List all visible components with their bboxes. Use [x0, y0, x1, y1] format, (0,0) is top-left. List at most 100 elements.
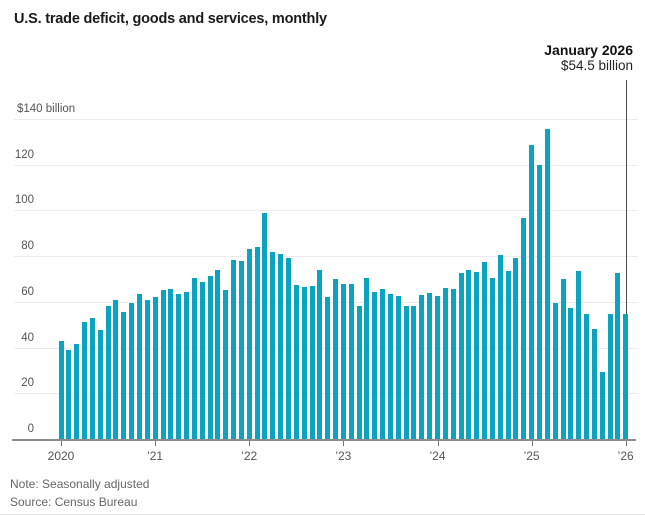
- bar-may-2025: [560, 279, 566, 439]
- gridline-140: [14, 119, 638, 120]
- bar-oct-2023: [411, 306, 417, 439]
- bar-jan-2023: [340, 283, 346, 439]
- x-axis-label-24: ’24: [429, 449, 446, 463]
- bar-apr-2022: [270, 251, 276, 439]
- x-tick-24: [437, 441, 439, 446]
- x-tick-21: [155, 441, 157, 446]
- bar-jun-2024: [474, 272, 480, 439]
- bar-jul-2023: [387, 293, 393, 439]
- bar-aug-2021: [207, 275, 213, 439]
- y-axis-label-100: 100: [14, 194, 34, 206]
- y-axis-label-40: 40: [21, 332, 34, 344]
- bar-feb-2020: [66, 349, 72, 439]
- bar-may-2024: [466, 269, 472, 439]
- bar-dec-2024: [521, 218, 527, 439]
- bar-dec-2023: [427, 292, 433, 439]
- bar-aug-2020: [113, 299, 119, 439]
- bar-jul-2020: [105, 306, 111, 439]
- chart-title: U.S. trade deficit, goods and services, …: [14, 11, 327, 27]
- bar-jan-2026: [623, 314, 629, 439]
- bar-jul-2025: [576, 271, 582, 439]
- bar-jun-2023: [380, 289, 386, 439]
- bar-jun-2025: [568, 307, 574, 439]
- y-axis-label-60: 60: [21, 286, 34, 298]
- bar-jul-2021: [199, 282, 205, 439]
- bar-sep-2021: [215, 269, 221, 439]
- bar-oct-2025: [599, 371, 605, 439]
- y-axis-label-top: $140 billion: [17, 103, 76, 115]
- x-tick-25: [531, 441, 533, 446]
- bar-feb-2025: [536, 164, 542, 439]
- x-axis-baseline: [12, 439, 636, 441]
- chart-annotation: January 2026 $54.5 billion: [544, 42, 633, 75]
- bar-jul-2024: [482, 261, 487, 439]
- bar-feb-2024: [442, 288, 448, 439]
- bar-dec-2021: [238, 260, 244, 439]
- gridline-120: [14, 165, 638, 166]
- bar-mar-2020: [74, 344, 80, 439]
- y-axis-label-20: 20: [21, 377, 34, 389]
- bar-feb-2021: [160, 290, 166, 439]
- bar-oct-2024: [505, 271, 511, 439]
- bar-feb-2023: [348, 283, 354, 439]
- bar-mar-2023: [356, 306, 362, 439]
- bar-feb-2022: [254, 247, 260, 439]
- bar-mar-2022: [262, 212, 268, 439]
- bar-sep-2024: [497, 255, 503, 439]
- bar-apr-2025: [552, 303, 558, 439]
- annotation-callout-line: [625, 80, 627, 314]
- bar-nov-2022: [325, 297, 331, 439]
- gridline-100: [14, 210, 638, 211]
- bar-apr-2023: [364, 277, 370, 439]
- bar-nov-2023: [419, 295, 425, 439]
- bar-oct-2022: [317, 269, 323, 439]
- x-tick-2020: [61, 441, 62, 446]
- chart-note: Note: Seasonally adjusted: [10, 477, 150, 491]
- y-axis-label-80: 80: [21, 240, 34, 252]
- bottom-divider: [0, 514, 645, 515]
- bar-aug-2025: [584, 314, 589, 439]
- bar-nov-2020: [136, 293, 142, 439]
- bar-dec-2025: [615, 273, 621, 439]
- bar-jun-2020: [97, 330, 103, 439]
- annotation-month-label: January 2026: [544, 42, 633, 58]
- chart-source: Source: Census Bureau: [10, 495, 138, 509]
- bar-jan-2022: [246, 249, 252, 439]
- bar-nov-2024: [513, 258, 519, 439]
- bar-nov-2025: [607, 314, 613, 439]
- x-axis-label-26: ’26: [617, 449, 634, 463]
- x-tick-23: [343, 441, 345, 446]
- x-tick-22: [249, 441, 251, 446]
- bar-jun-2021: [191, 277, 197, 439]
- bar-may-2021: [184, 291, 189, 439]
- bar-aug-2024: [489, 277, 495, 439]
- bar-sep-2022: [309, 285, 315, 439]
- bar-may-2023: [372, 291, 378, 439]
- x-axis-label-22: ’22: [241, 449, 258, 463]
- gridline-80: [14, 256, 638, 257]
- bar-oct-2020: [129, 303, 135, 439]
- x-tick-26: [625, 441, 627, 446]
- bar-mar-2025: [544, 129, 550, 439]
- bar-jan-2025: [529, 145, 535, 439]
- bar-jan-2021: [152, 297, 158, 439]
- bar-dec-2022: [333, 279, 338, 439]
- y-axis-label-120: 120: [14, 149, 34, 161]
- bar-may-2020: [89, 317, 95, 439]
- bar-dec-2020: [144, 299, 150, 439]
- bar-mar-2021: [168, 289, 174, 439]
- bar-may-2022: [278, 253, 284, 439]
- bar-apr-2020: [82, 322, 87, 439]
- bar-mar-2024: [450, 289, 456, 439]
- x-axis-label-21: ’21: [147, 449, 164, 463]
- x-axis-label-25: ’25: [523, 449, 540, 463]
- bar-apr-2021: [176, 293, 182, 439]
- annotation-value-label: $54.5 billion: [560, 58, 633, 74]
- bar-sep-2020: [121, 312, 127, 439]
- bar-apr-2024: [458, 273, 464, 439]
- x-axis-label-2020: 2020: [47, 449, 75, 463]
- bar-sep-2025: [591, 329, 597, 439]
- bar-sep-2023: [403, 306, 409, 439]
- bar-jun-2022: [285, 258, 291, 439]
